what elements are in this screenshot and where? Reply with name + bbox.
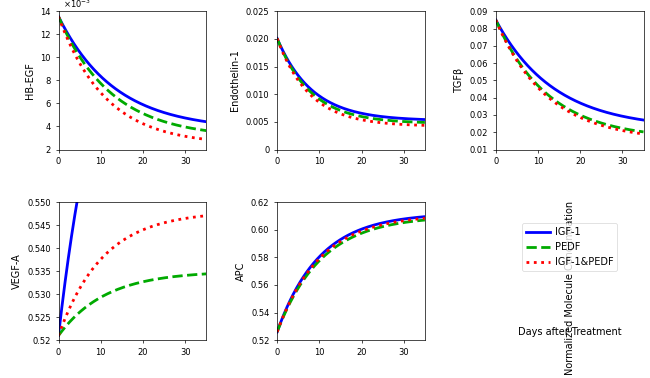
Y-axis label: TGFβ: TGFβ [454,68,464,93]
Y-axis label: Endothelin-1: Endothelin-1 [230,50,240,112]
Y-axis label: APC: APC [235,262,246,281]
Y-axis label: VEGF-A: VEGF-A [12,253,21,289]
Legend: IGF-1, PEDF, IGF-1&PEDF: IGF-1, PEDF, IGF-1&PEDF [522,223,618,271]
Text: Normalized Molecule Concentration: Normalized Molecule Concentration [565,201,575,375]
Text: $\times 10^{-3}$: $\times 10^{-3}$ [63,0,91,10]
Y-axis label: HB-EGF: HB-EGF [25,62,35,99]
Text: Days after Treatment: Days after Treatment [518,327,621,337]
